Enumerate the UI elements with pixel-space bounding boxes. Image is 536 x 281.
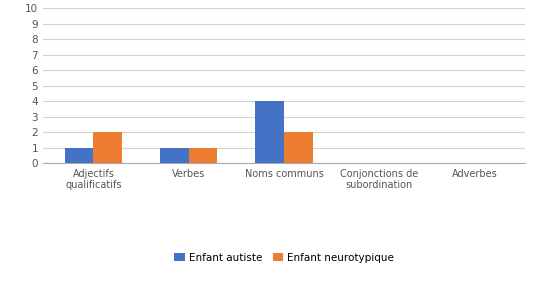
Legend: Enfant autiste, Enfant neurotypique: Enfant autiste, Enfant neurotypique — [170, 249, 398, 267]
Bar — [93, 132, 122, 163]
Bar — [256, 101, 284, 163]
Bar — [284, 132, 312, 163]
Bar — [65, 148, 93, 163]
Bar — [189, 148, 217, 163]
Bar — [160, 148, 189, 163]
